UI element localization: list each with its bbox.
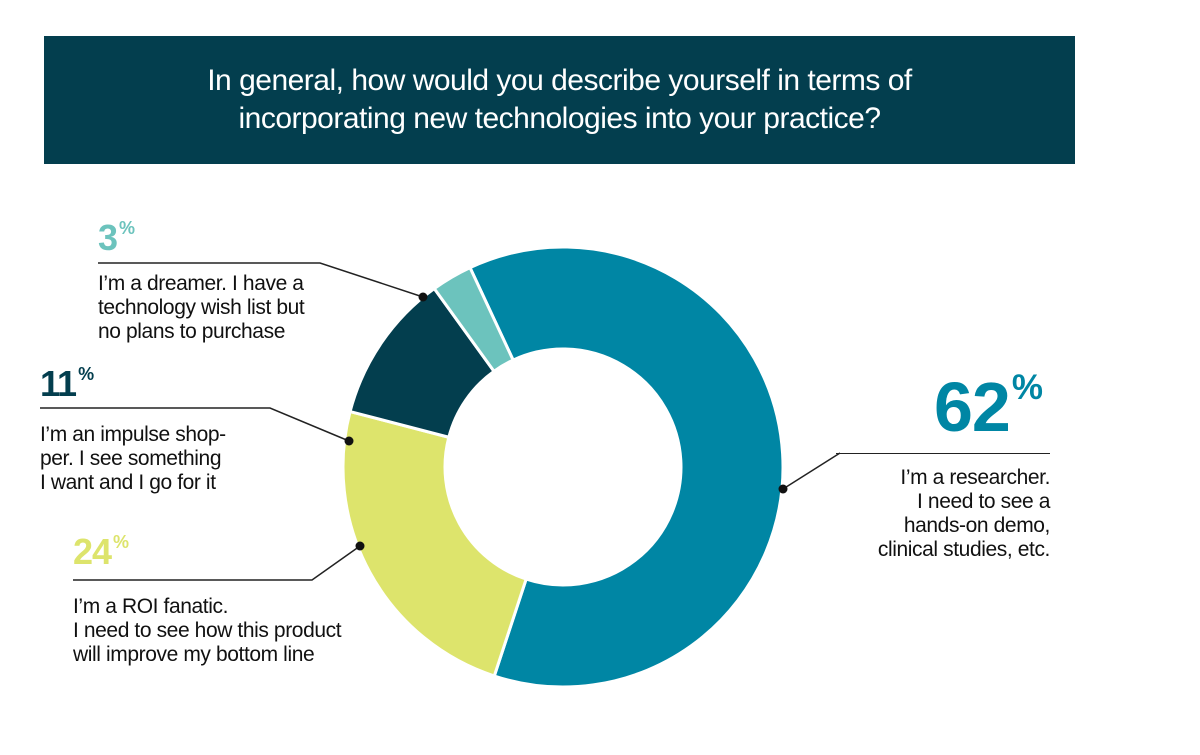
desc-roi: I’m a ROI fanatic. I need to see how thi… [73, 595, 342, 667]
desc-dreamer-line-3: no plans to purchase [98, 320, 285, 343]
unit-impulse: % [78, 364, 94, 385]
value-dreamer: 3 [98, 217, 118, 258]
pct-label-dreamer: 3% [98, 217, 135, 258]
slice-dreamer [432, 265, 516, 374]
desc-roi-line-1: I’m a ROI fanatic. [73, 595, 229, 618]
desc-roi-line-3: will improve my bottom line [73, 643, 315, 666]
pct-label-impulse: 11% [40, 363, 94, 404]
unit-roi: % [113, 532, 129, 553]
desc-researcher-line-2: I need to see a [917, 490, 1050, 513]
slice-researcher [468, 245, 785, 689]
desc-impulse: I’m an impulse shop- per. I see somethin… [40, 423, 226, 495]
desc-dreamer: I’m a dreamer. I have a technology wish … [98, 272, 305, 344]
unit-dreamer: % [119, 218, 135, 239]
leader-dot-dreamer [418, 292, 428, 302]
desc-dreamer-line-2: technology wish list but [98, 296, 305, 319]
leader-line-impulse [40, 407, 350, 442]
leader-dot-roi [355, 541, 365, 551]
rule-researcher [836, 453, 1050, 454]
header-banner: In general, how would you describe yours… [44, 36, 1075, 164]
leader-dot-impulse [344, 436, 354, 446]
pct-label-researcher: 62% [934, 370, 1043, 442]
chart-title: In general, how would you describe yours… [207, 64, 912, 135]
value-researcher: 62 [934, 368, 1011, 446]
slice-roi [341, 409, 529, 678]
value-impulse: 11 [40, 363, 77, 404]
desc-roi-line-2: I need to see how this product [73, 619, 342, 642]
desc-researcher-line-1: I’m a researcher. [900, 466, 1050, 489]
value-roi: 24 [73, 531, 112, 572]
desc-researcher-line-4: clinical studies, etc. [877, 538, 1051, 561]
leader-line-roi [73, 545, 361, 581]
desc-impulse-line-2: per. I see something [40, 447, 222, 470]
leader-dot-researcher [778, 484, 788, 494]
desc-impulse-line-1: I’m an impulse shop- [40, 423, 226, 446]
desc-researcher: I’m a researcher. I need to see a hands-… [877, 466, 1051, 562]
desc-researcher-line-3: hands-on demo, [903, 514, 1051, 537]
leader-line-researcher [782, 452, 841, 490]
desc-impulse-line-3: I want and I go for it [40, 471, 216, 494]
desc-dreamer-line-1: I’m a dreamer. I have a [98, 272, 304, 295]
pct-label-roi: 24% [73, 531, 129, 572]
unit-researcher: % [1011, 368, 1043, 408]
leader-line-dreamer [98, 262, 424, 298]
